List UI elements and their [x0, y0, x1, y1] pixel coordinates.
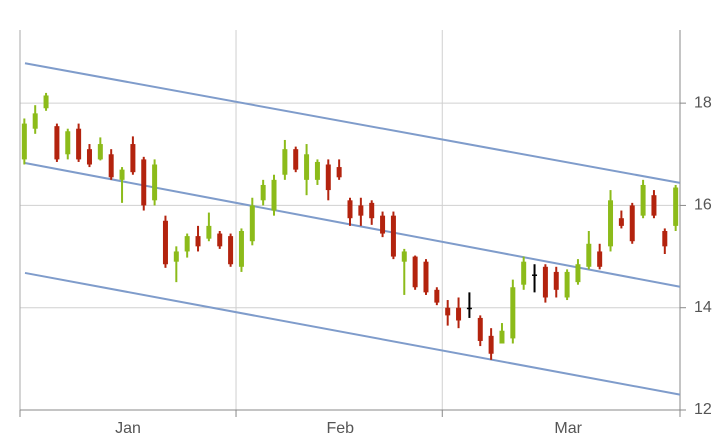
candle-body: [282, 149, 288, 175]
candle-body: [65, 131, 71, 155]
candle-body: [608, 200, 614, 247]
candle-body: [293, 149, 299, 170]
candle-body: [477, 317, 483, 341]
candle-body: [260, 184, 266, 201]
candle-body: [629, 205, 635, 242]
candle-body: [532, 274, 538, 276]
candle-body: [662, 230, 668, 247]
candle-body: [217, 233, 223, 247]
candle-body: [238, 230, 244, 267]
candle-body: [401, 251, 407, 262]
candle-body: [358, 205, 364, 216]
candle-body: [466, 307, 472, 310]
candle-body: [162, 220, 168, 265]
candle-body: [206, 225, 212, 239]
channel-line: [24, 62, 681, 184]
candle-body: [119, 169, 125, 180]
candle-body: [542, 266, 548, 298]
candle-body: [97, 144, 103, 160]
y-tick-label: 16: [694, 197, 712, 214]
candle-body: [325, 164, 331, 191]
candle-body: [423, 261, 429, 293]
x-tick-label: Jan: [115, 420, 141, 437]
candle-body: [521, 261, 527, 285]
candle-body: [499, 330, 505, 344]
candle-body: [510, 287, 516, 339]
candle-body: [488, 335, 494, 354]
candle-body: [173, 251, 179, 262]
candle-body: [249, 205, 255, 242]
candle-body: [195, 236, 201, 247]
candle-body: [43, 95, 49, 109]
candle-body: [152, 164, 158, 201]
candle-body: [314, 161, 320, 180]
candle-body: [618, 218, 624, 226]
candle-body: [130, 144, 136, 173]
candle-body: [586, 243, 592, 267]
candle-body: [369, 202, 375, 219]
candle-body: [412, 256, 418, 288]
channel-line: [24, 271, 681, 396]
channel-line: [24, 161, 681, 288]
candle-body: [456, 307, 462, 321]
candle-body: [575, 264, 581, 283]
y-tick-label: 18: [694, 94, 712, 111]
candle-body: [673, 187, 679, 226]
candle-body: [434, 289, 440, 303]
candle-body: [640, 184, 646, 216]
candle-body: [597, 251, 603, 267]
candle-body: [564, 271, 570, 298]
candle-body: [228, 236, 234, 265]
candle-body: [304, 154, 310, 180]
candle-body: [553, 271, 559, 290]
candle-body: [271, 179, 277, 211]
candle-body: [54, 126, 60, 160]
x-tick-label: Feb: [326, 420, 354, 437]
candle-body: [108, 154, 114, 178]
candle-body: [336, 167, 342, 178]
candle-body: [141, 159, 147, 206]
candle-body: [380, 215, 386, 234]
candle-body: [32, 113, 38, 129]
candle-body: [76, 128, 82, 160]
candle-body: [651, 195, 657, 216]
candle-body: [347, 200, 353, 219]
x-tick-label: Mar: [554, 420, 582, 437]
candle-body: [445, 307, 451, 316]
candle-body: [184, 236, 190, 252]
candle-body: [21, 123, 27, 160]
y-tick-label: 14: [694, 299, 712, 316]
candle-body: [390, 215, 396, 257]
y-tick-label: 12: [694, 401, 712, 418]
candle-body: [86, 149, 92, 165]
